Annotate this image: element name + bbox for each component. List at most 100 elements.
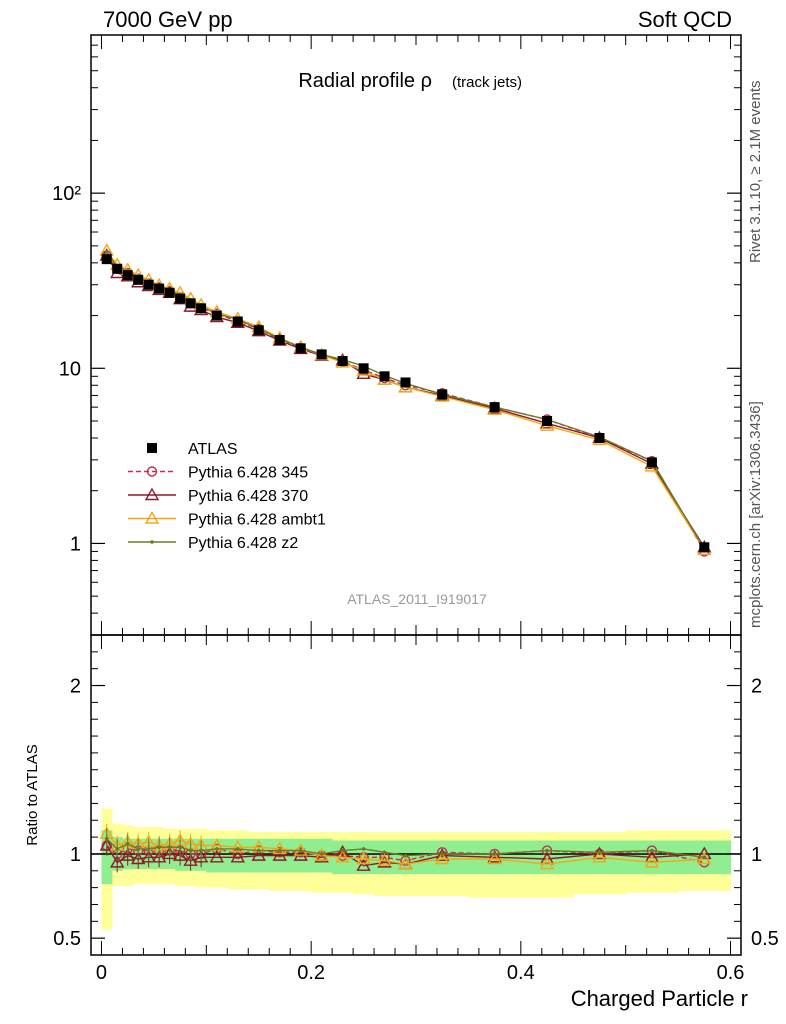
data-point xyxy=(358,363,369,374)
legend-item-pythia-6-428-ambt1: Pythia 6.428 ambt1 xyxy=(128,511,326,529)
ratio-y-tick-label-right: 1 xyxy=(751,844,762,866)
data-point xyxy=(699,542,710,553)
ratio-line-pythia-6-428-370 xyxy=(106,845,705,867)
ratio-point xyxy=(361,847,366,851)
ratio-point xyxy=(314,849,329,863)
header-left: 7000 GeV pp xyxy=(103,7,233,32)
ratio-point xyxy=(110,854,125,868)
ratio-point xyxy=(356,851,371,865)
data-point xyxy=(175,293,186,304)
ratio-plot-frame xyxy=(90,634,742,956)
data-point xyxy=(542,416,553,427)
uncertainty-bands xyxy=(101,808,732,930)
ratio-point xyxy=(193,849,209,863)
legend-item-pythia-6-428-370: Pythia 6.428 370 xyxy=(128,487,308,505)
data-point xyxy=(133,274,144,285)
ratio-point xyxy=(335,849,350,863)
ratio-point xyxy=(230,839,245,853)
x-tick-label: 0 xyxy=(96,962,107,984)
main-title: Radial profile ρ xyxy=(298,70,432,92)
ratio-point xyxy=(340,848,345,853)
y-tick-label: 10² xyxy=(52,183,81,205)
data-point xyxy=(164,287,175,298)
ratio-y-tick-label-left: 0.5 xyxy=(53,928,81,950)
ratio-point xyxy=(356,858,371,871)
data-point xyxy=(646,457,657,468)
ratio-point xyxy=(125,842,130,846)
ratio-point xyxy=(435,851,450,865)
ratio-point xyxy=(215,847,219,851)
data-point xyxy=(337,356,348,367)
ratio-point xyxy=(130,851,146,865)
mcplots-label: mcplots.cern.ch [arXiv:1306.3436] xyxy=(747,401,764,628)
ratio-point xyxy=(146,847,151,851)
legend-marker xyxy=(147,443,157,453)
data-point xyxy=(143,279,154,290)
legend-label: Pythia 6.428 370 xyxy=(188,488,308,505)
ratio-point xyxy=(377,853,392,866)
data-point xyxy=(154,283,165,294)
ratio-series-pythia-6-428-z2 xyxy=(104,828,707,861)
ratio-point xyxy=(398,856,413,870)
legend: ATLAS Pythia 6.428 345 Pythia 6.428 370 Pyt… xyxy=(128,441,326,552)
data-point xyxy=(196,303,207,314)
ratio-point xyxy=(136,847,140,851)
ratio-point xyxy=(382,850,387,855)
legend-item-pythia-6-428-345: Pythia 6.428 345 xyxy=(128,465,308,482)
ratio-point xyxy=(178,845,182,850)
legend-label: ATLAS xyxy=(188,441,238,458)
ratio-point xyxy=(209,849,225,863)
x-axis-label: Charged Particle r xyxy=(571,986,748,1011)
ratio-point xyxy=(487,851,502,865)
y-tick-label: 10 xyxy=(59,358,81,380)
series-line-pythia-6-428-345 xyxy=(106,255,705,552)
main-plot: 1 10 10² Radial profile ρ (track jets) ATL… xyxy=(52,34,742,636)
ratio-point xyxy=(487,849,502,863)
ratio-point xyxy=(151,849,167,863)
data-point xyxy=(316,349,327,360)
data-point xyxy=(104,250,109,255)
data-point xyxy=(253,325,264,336)
header-right: Soft QCD xyxy=(638,7,732,32)
x-tick-label: 0.2 xyxy=(297,962,325,984)
ratio-point xyxy=(592,849,607,863)
ratio-point xyxy=(251,848,266,861)
legend-marker xyxy=(144,511,160,524)
data-point xyxy=(437,389,448,400)
ratio-point xyxy=(702,855,707,860)
ratio-point xyxy=(99,838,114,851)
ratio-point xyxy=(592,846,607,860)
ratio-point xyxy=(230,849,245,863)
ratio-point xyxy=(172,848,188,861)
ratio-ylabel: Ratio to ATLAS xyxy=(24,744,41,845)
ratio-point xyxy=(256,848,261,853)
ratio-plot: 0.5 0.5 1 1 2 2 0 0.2 0.4 0.6 Ratio to ATLAS Char… xyxy=(24,634,779,1011)
legend-item-atlas: ATLAS xyxy=(147,441,238,458)
ratio-point xyxy=(188,848,193,853)
ratio-point xyxy=(277,848,282,853)
data-point xyxy=(185,298,196,309)
ratio-point xyxy=(167,845,172,850)
x-tick-label: 0.6 xyxy=(717,962,745,984)
legend-marker xyxy=(150,540,154,544)
ratio-point xyxy=(199,848,203,853)
data-point xyxy=(274,335,285,346)
ratio-point xyxy=(274,847,285,858)
data-point xyxy=(101,254,112,265)
data-point xyxy=(379,371,390,382)
ratio-point xyxy=(183,853,198,866)
stat-band xyxy=(227,838,249,873)
ratio-point xyxy=(120,848,135,861)
ratio-point xyxy=(545,848,549,853)
ratio-point xyxy=(157,845,161,850)
data-point xyxy=(122,270,133,281)
ratio-point xyxy=(597,850,602,855)
ratio-point xyxy=(272,848,287,861)
data-point xyxy=(594,432,605,443)
ratio-y-tick-label-left: 1 xyxy=(70,844,81,866)
analysis-label: ATLAS_2011_I919017 xyxy=(347,591,487,607)
series-pythia-6-428-z2 xyxy=(104,250,707,551)
data-point xyxy=(295,343,306,354)
x-tick-label: 0.4 xyxy=(507,962,535,984)
